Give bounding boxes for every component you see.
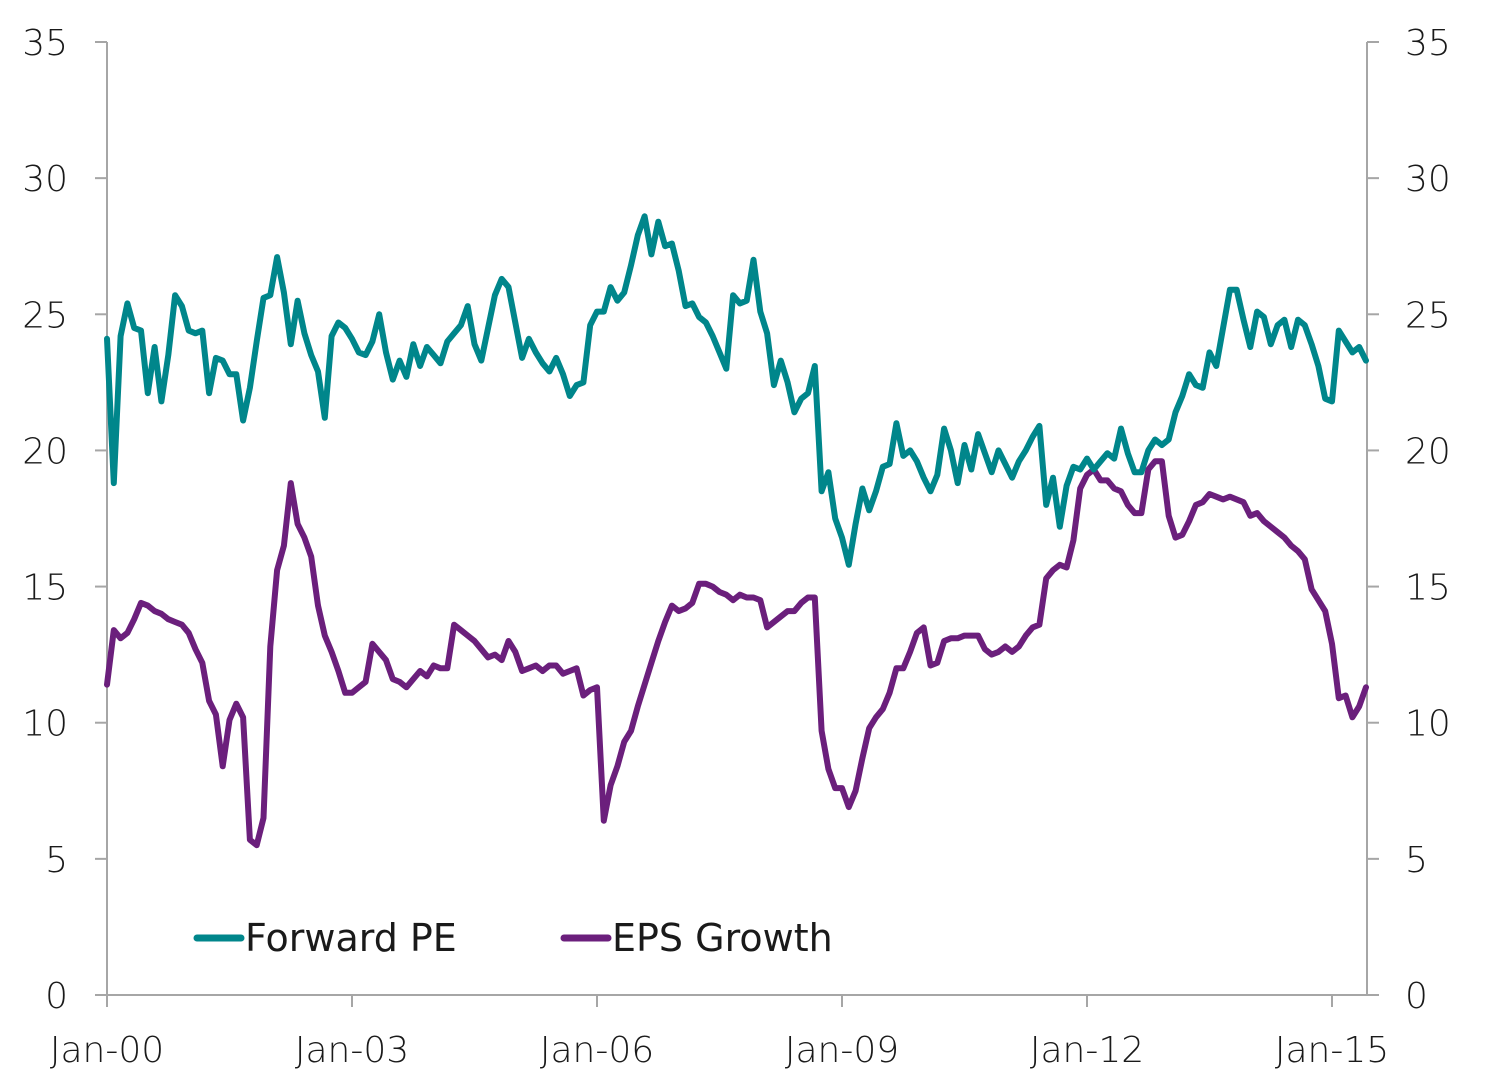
left-y-tick-label: 0 — [45, 976, 68, 1017]
left-y-tick-label: 25 — [22, 295, 68, 336]
right-y-tick-label: 15 — [1405, 568, 1451, 609]
x-tick-label: Jan-09 — [785, 1030, 899, 1071]
x-tick-label: Jan-06 — [540, 1030, 654, 1071]
series-lines — [104, 213, 1369, 849]
right-y-tick-label: 0 — [1405, 976, 1428, 1017]
right-y-tick-label: 10 — [1405, 704, 1451, 745]
left-y-tick-label: 5 — [45, 840, 68, 881]
left-y-tick-label: 30 — [22, 159, 68, 200]
series-line-forward-pe — [104, 213, 1369, 568]
right-y-tick-label: 5 — [1405, 840, 1428, 881]
left-y-tick-label: 10 — [22, 704, 68, 745]
x-ticks: Jan-00 Jan-03 Jan-06 Jan-09 Jan-12 Jan-15 — [50, 995, 1389, 1071]
x-tick-label: Jan-15 — [1275, 1030, 1389, 1071]
x-tick-label: Jan-00 — [50, 1030, 164, 1071]
legend-label-forward-pe: Forward PE — [245, 916, 457, 960]
right-y-ticks: 0 5 10 15 20 25 30 35 — [1367, 23, 1451, 1017]
right-y-tick-label: 25 — [1405, 295, 1451, 336]
right-y-tick-label: 30 — [1405, 159, 1451, 200]
series-line-eps-growth — [104, 458, 1369, 849]
right-y-tick-label: 35 — [1405, 23, 1451, 64]
left-y-tick-label: 20 — [22, 431, 68, 472]
x-tick-label: Jan-03 — [295, 1030, 409, 1071]
x-tick-label: Jan-12 — [1030, 1030, 1144, 1071]
left-y-tick-label: 15 — [22, 568, 68, 609]
right-y-tick-label: 20 — [1405, 431, 1451, 472]
legend-label-eps-growth: EPS Growth — [612, 916, 833, 960]
legend: Forward PE EPS Growth — [193, 916, 833, 960]
left-y-ticks: 0 5 10 15 20 25 30 35 — [22, 23, 107, 1017]
left-y-tick-label: 35 — [22, 23, 68, 64]
